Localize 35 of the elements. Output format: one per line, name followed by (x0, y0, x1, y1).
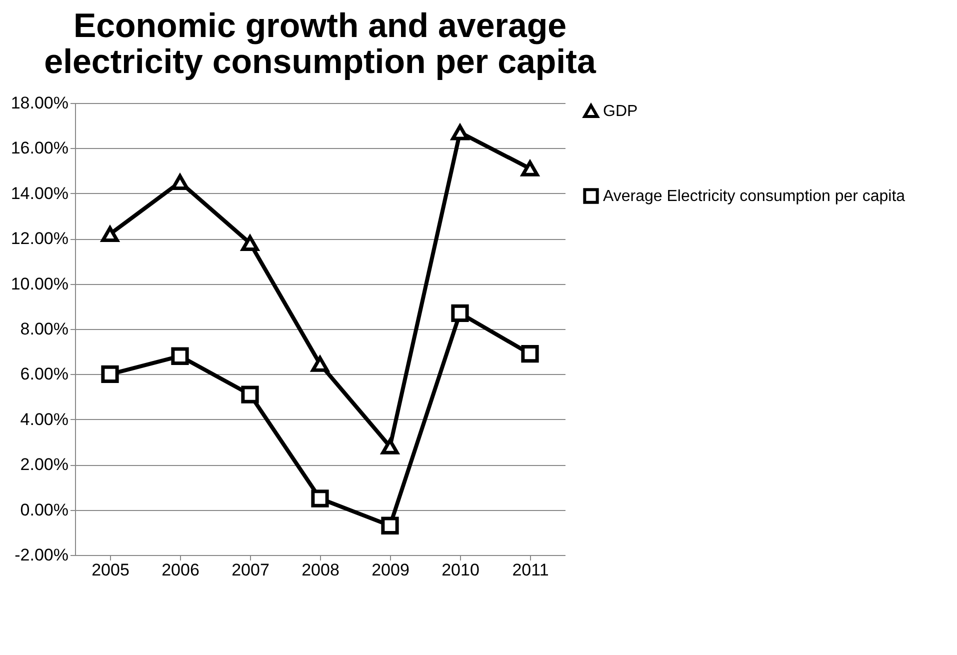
x-tick-label: 2008 (302, 560, 340, 580)
legend-label: GDP (603, 103, 638, 120)
point (101, 226, 119, 242)
point (521, 160, 539, 176)
x-tick-label: 2009 (372, 560, 410, 580)
y-tick-label: 12.00% (10, 229, 68, 248)
point (451, 124, 469, 140)
point (451, 304, 469, 322)
y-tick-label: 10.00% (10, 274, 68, 294)
y-tick-label: 14.00% (10, 184, 68, 203)
y-tick-label: -2.00% (14, 546, 68, 564)
x-tick-label: 2006 (162, 560, 200, 580)
point (381, 516, 399, 534)
x-tick-label: 2007 (232, 560, 270, 580)
point (241, 386, 259, 404)
point (381, 438, 399, 454)
y-tick-label: 0.00% (20, 500, 68, 520)
x-tick-label: 2011 (512, 560, 549, 580)
y-tick-label: 4.00% (20, 410, 68, 429)
chart-title: Economic growth and average electricity consumption per capita (44, 7, 597, 81)
y-tick-label: 2.00% (20, 455, 68, 474)
legend-label: Average Electricity consumption per capita (603, 188, 906, 205)
point (241, 235, 259, 251)
point (171, 347, 189, 365)
y-tick-label: 8.00% (20, 320, 68, 338)
y-tick-label: 16.00% (10, 138, 68, 158)
point (101, 365, 119, 384)
y-tick-label: 18.00% (10, 94, 68, 112)
point (311, 490, 329, 508)
point (521, 345, 539, 363)
y-tick-label: 6.00% (20, 364, 68, 384)
x-tick-label: 2005 (92, 560, 130, 580)
x-tick-label: 2010 (442, 560, 480, 580)
point (311, 356, 329, 372)
point (171, 174, 189, 190)
